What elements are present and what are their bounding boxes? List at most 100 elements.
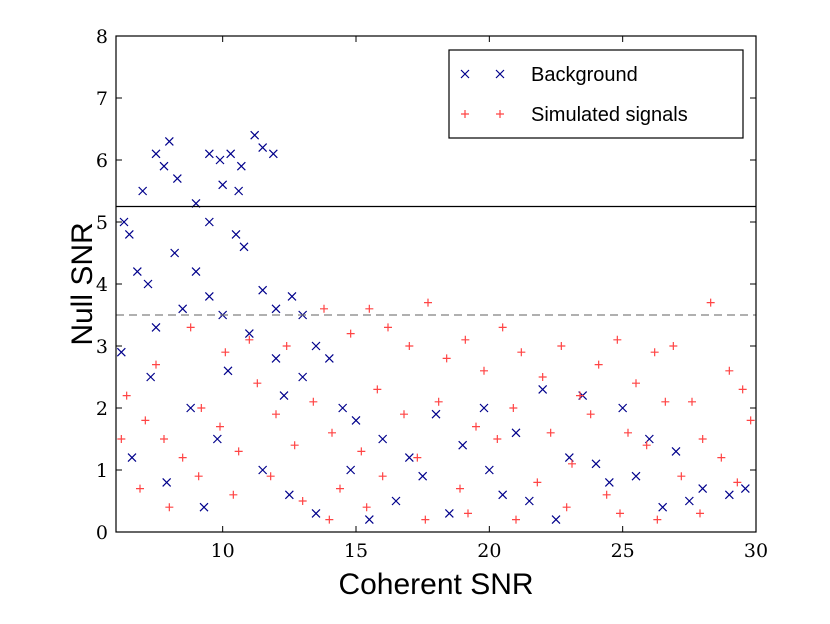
simulated-signal-point (498, 323, 507, 332)
simulated-signal-point (461, 335, 470, 344)
simulated-signal-point (152, 360, 160, 369)
simulated-signal-point (298, 497, 307, 505)
simulated-signal-point (746, 416, 755, 425)
simulated-signal-point (413, 453, 422, 462)
simulated-signal-point (738, 385, 747, 394)
background-point (740, 484, 750, 494)
simulated-signal-point (245, 335, 254, 344)
background-point (212, 434, 222, 444)
background-point (338, 403, 348, 413)
background-point (191, 267, 201, 277)
simulated-signal-point (160, 435, 168, 443)
background-point (204, 291, 214, 301)
background-point (258, 285, 268, 295)
background-point (143, 279, 153, 289)
simulated-signal-point (365, 304, 374, 313)
simulated-signal-point (186, 323, 195, 332)
simulated-signal-point (117, 435, 126, 443)
background-point (172, 174, 182, 184)
background-point (418, 471, 428, 481)
background-point (236, 161, 246, 171)
y-axis-title: Null SNR (66, 222, 99, 345)
y-tick-label: 7 (96, 88, 108, 110)
background-point (234, 186, 244, 196)
simulated-signal-point (253, 379, 262, 388)
background-point (151, 322, 161, 332)
background-point (284, 490, 294, 500)
x-tick-label: 15 (344, 540, 368, 562)
series-simulated-signals (117, 298, 755, 524)
simulated-signal-point (706, 298, 715, 307)
background-point (484, 465, 494, 475)
axis-ticks: 10 15 20 25 30 0 1 2 3 4 5 6 7 8 (96, 26, 768, 562)
x-tick-label: 20 (477, 540, 501, 562)
simulated-signal-point (512, 515, 520, 524)
background-point (199, 502, 209, 512)
background-point (271, 304, 281, 314)
background-point (132, 267, 142, 277)
background-point (431, 409, 441, 419)
y-tick-label: 6 (96, 150, 108, 172)
simulated-signal-point (546, 428, 555, 437)
simulated-signal-point (336, 484, 344, 493)
background-point (162, 477, 172, 487)
background-point (116, 347, 126, 357)
y-tick-label: 1 (96, 460, 108, 482)
simulated-signal-point (234, 447, 243, 456)
background-point (124, 229, 134, 239)
y-tick-label: 3 (96, 336, 108, 358)
background-point (146, 372, 156, 382)
simulated-signal-point (698, 435, 707, 443)
background-point (268, 149, 278, 159)
simulated-signal-point (328, 428, 336, 437)
simulated-signal-point (165, 503, 174, 512)
background-point (684, 496, 694, 506)
background-point (498, 490, 508, 500)
background-point (127, 453, 137, 463)
simulated-signal-point (309, 397, 318, 406)
simulated-signal-point (602, 490, 611, 499)
simulated-signal-point (272, 410, 280, 419)
x-axis-title: Coherent SNR (338, 568, 533, 601)
background-point (215, 155, 225, 165)
simulated-signal-point (290, 441, 299, 450)
y-tick-label: 0 (96, 522, 108, 544)
simulated-signal-point (517, 348, 526, 357)
simulated-signal-point (586, 410, 595, 419)
background-point (287, 291, 297, 301)
simulated-signal-point (442, 354, 451, 363)
legend-marker-background (460, 69, 470, 79)
legend-label-background: Background (531, 64, 638, 86)
simulated-signal-point (405, 342, 414, 350)
simulated-signal-point (229, 490, 238, 499)
y-tick-label: 5 (96, 212, 108, 234)
simulated-signal-point (216, 422, 224, 431)
simulated-signal-point (509, 404, 518, 412)
simulated-signal-point (373, 385, 382, 394)
background-point (378, 434, 388, 444)
background-point (311, 508, 321, 518)
x-tick-label: 10 (211, 540, 235, 562)
simulated-signal-point (632, 379, 640, 388)
simulated-signal-point (533, 478, 542, 487)
simulated-signal-point (122, 391, 131, 400)
simulated-signal-point (400, 410, 408, 419)
simulated-signal-point (197, 404, 206, 412)
background-point (279, 391, 289, 401)
background-point (698, 484, 708, 494)
simulated-signal-point (624, 428, 632, 437)
simulated-signal-point (653, 515, 662, 524)
simulated-signal-point (613, 335, 622, 344)
simulated-signal-point (661, 397, 670, 406)
simulated-signal-point (320, 304, 328, 313)
legend-box (448, 49, 744, 139)
legend-label-simulated-signals: Simulated signals (531, 104, 688, 126)
background-point (178, 304, 188, 314)
background-point (151, 149, 161, 159)
simulated-signal-point (141, 416, 150, 425)
background-point (298, 372, 308, 382)
background-point (404, 453, 414, 463)
simulated-signal-point (282, 342, 291, 350)
background-point (244, 329, 254, 339)
